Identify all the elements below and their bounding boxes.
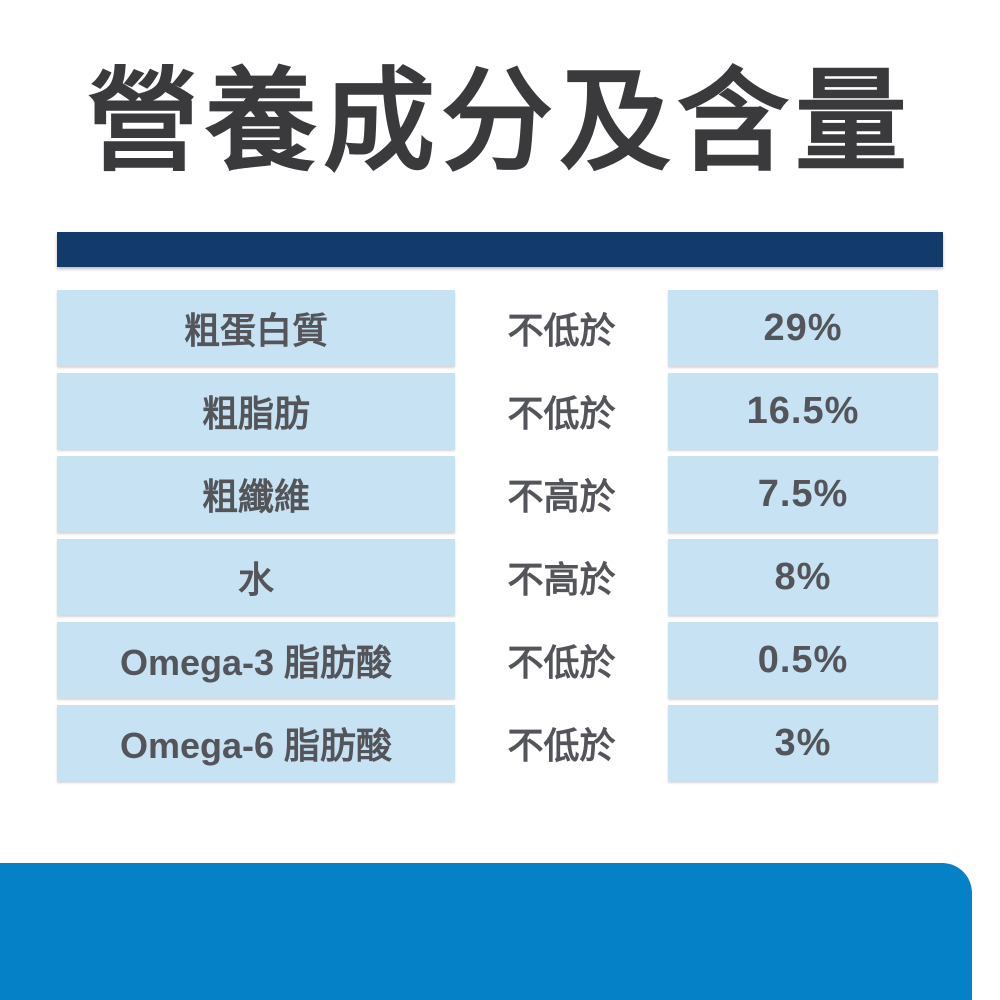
nutrient-name-cell: Omega-6 脂肪酸: [57, 705, 455, 781]
percentage-value-cell: 7.5%: [668, 456, 938, 532]
percentage-value-cell: 0.5%: [668, 622, 938, 698]
table-row: Omega-3 脂肪酸 不低於 0.5%: [57, 622, 938, 698]
threshold-qualifier-cell: 不低於: [507, 725, 616, 766]
table-row: 粗脂肪 不低於 16.5%: [57, 373, 938, 449]
table-row: Omega-6 脂肪酸 不低於 3%: [57, 705, 938, 781]
percentage-value-cell: 29%: [668, 290, 938, 366]
percentage-value-cell: 8%: [668, 539, 938, 615]
table-row: 水 不高於 8%: [57, 539, 938, 615]
nutrient-name-cell: 粗蛋白質: [57, 290, 455, 366]
table-row: 粗蛋白質 不低於 29%: [57, 290, 938, 366]
threshold-qualifier-cell: 不低於: [507, 393, 616, 434]
threshold-qualifier-cell: 不低於: [507, 642, 616, 683]
threshold-qualifier-cell: 不高於: [507, 559, 616, 600]
nutrient-name-cell: 水: [57, 539, 455, 615]
nutrient-name-cell: Omega-3 脂肪酸: [57, 622, 455, 698]
page-title: 營養成分及含量: [87, 59, 913, 184]
table-row: 粗纖維 不高於 7.5%: [57, 456, 938, 532]
nutrition-table: 粗蛋白質 不低於 29% 粗脂肪 不低於 16.5% 粗纖維 不高於 7.5% …: [57, 290, 938, 788]
header-divider-bar: [57, 232, 943, 267]
nutrient-name-cell: 粗纖維: [57, 456, 455, 532]
footer-band: [0, 863, 972, 1000]
nutrient-name-cell: 粗脂肪: [57, 373, 455, 449]
percentage-value-cell: 3%: [668, 705, 938, 781]
threshold-qualifier-cell: 不低於: [507, 310, 616, 351]
percentage-value-cell: 16.5%: [668, 373, 938, 449]
threshold-qualifier-cell: 不高於: [507, 476, 616, 517]
